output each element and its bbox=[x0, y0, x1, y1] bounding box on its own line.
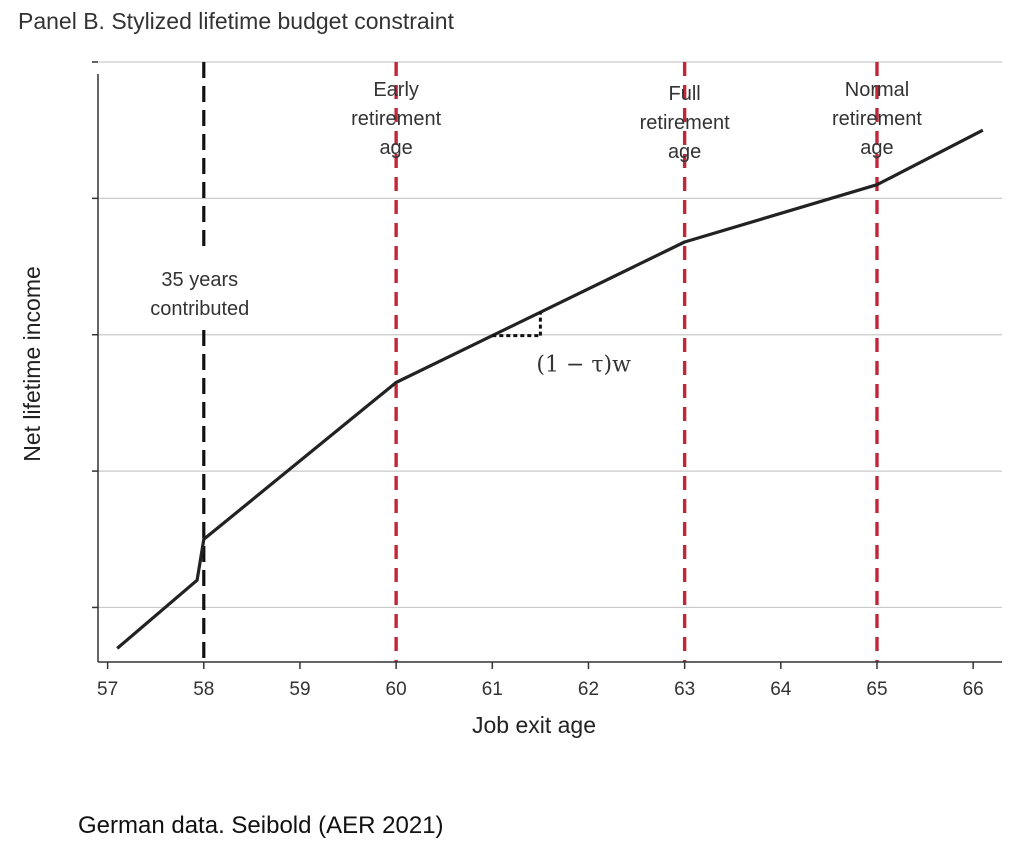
x-tick-label: 58 bbox=[193, 679, 214, 700]
vline-label: Normal bbox=[845, 79, 909, 101]
axes-layer: 57 58 59 60 61 62 63 64 65 66 Job exit age Net life… bbox=[19, 61, 1002, 738]
x-tick-label: 57 bbox=[97, 679, 118, 700]
grid-layer bbox=[98, 61, 1002, 609]
x-tick-label: 66 bbox=[963, 679, 984, 700]
vline-label: retirement bbox=[832, 108, 922, 130]
vline-label: age bbox=[860, 137, 893, 159]
vline-label: age bbox=[668, 141, 701, 163]
vline-label: Full bbox=[669, 83, 701, 105]
vertical-lines-layer: 35 years contributed Early retirement age Ful… bbox=[150, 62, 922, 662]
y-axis-title: Net lifetime income bbox=[19, 266, 45, 462]
x-tick-label: 65 bbox=[866, 679, 887, 700]
x-tick-label: 63 bbox=[674, 679, 695, 700]
vline-label: retirement bbox=[640, 112, 730, 134]
x-tick-label: 59 bbox=[289, 679, 310, 700]
vline-label: contributed bbox=[150, 298, 249, 320]
panel-title: Panel B. Stylized lifetime budget constr… bbox=[18, 8, 454, 34]
vline-label: retirement bbox=[351, 108, 441, 130]
vline-label: age bbox=[379, 137, 412, 159]
source-caption: German data. Seibold (AER 2021) bbox=[78, 812, 444, 839]
budget-constraint-chart: 35 years contributed Early retirement age Ful… bbox=[19, 61, 1002, 738]
slope-label: (1 − τ)w bbox=[536, 353, 631, 378]
x-tick-label: 62 bbox=[578, 679, 599, 700]
x-tick-label: 64 bbox=[770, 679, 792, 700]
vline-label: Early bbox=[373, 79, 419, 101]
x-tick-label: 60 bbox=[386, 679, 407, 700]
x-axis-title: Job exit age bbox=[472, 712, 596, 738]
annotation-layer: (1 − τ)w bbox=[492, 312, 631, 378]
series-layer bbox=[116, 128, 984, 650]
vline-label: 35 years bbox=[161, 269, 238, 291]
x-tick-label: 61 bbox=[482, 679, 503, 700]
series-line bbox=[116, 128, 984, 650]
